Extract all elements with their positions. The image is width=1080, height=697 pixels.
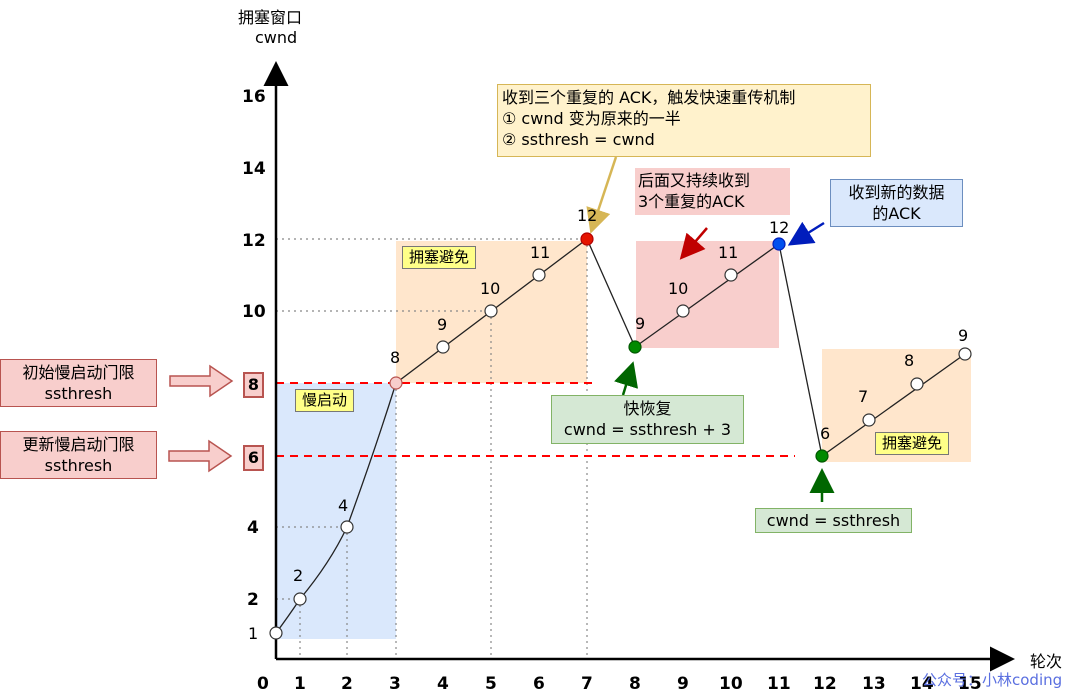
callout-line: ① cwnd 变为原来的一半 (502, 109, 681, 128)
x-tick: 8 (629, 674, 641, 694)
x-tick: 12 (813, 674, 837, 694)
point-label: 2 (293, 566, 304, 585)
y-tick-threshold-6: 6 (243, 445, 264, 471)
x-tick: 5 (485, 674, 497, 694)
callout-line: ② ssthresh = cwnd (502, 130, 655, 149)
initial-ssthresh-label: 初始慢启动门限 ssthresh (0, 359, 157, 407)
y-tick: 12 (242, 231, 266, 251)
congestion-avoidance-tag-1: 拥塞避免 (402, 246, 477, 269)
point-label: 12 (577, 206, 598, 225)
y-tick: 16 (242, 87, 266, 107)
dup-ack-callout: 后面又持续收到 3个重复的ACK (635, 168, 790, 215)
x-tick: 9 (677, 674, 689, 694)
point-label: 10 (480, 279, 501, 298)
y-tick-threshold-8: 8 (243, 372, 264, 398)
y-tick: 4 (247, 518, 259, 538)
x-tick: 4 (437, 674, 449, 694)
point-label: 9 (635, 314, 646, 333)
callout-line: 收到新的数据 (848, 183, 945, 202)
watermark: 公众号：小林coding (922, 671, 1063, 689)
y-tick: 10 (242, 302, 266, 322)
arrow-icon (168, 439, 233, 473)
callout-line: 的ACK (872, 204, 921, 223)
x-tick: 2 (341, 674, 353, 694)
x-tick: 11 (767, 674, 791, 694)
label-line: 更新慢启动门限 (22, 435, 135, 454)
arrow-icon (169, 364, 234, 398)
point-label: 7 (858, 387, 869, 406)
y-axis-title: 拥塞窗口 (238, 8, 303, 27)
x-tick: 14 (910, 674, 934, 694)
x-axis-title: 轮次 (1030, 652, 1063, 671)
point-label: 8 (904, 351, 915, 370)
point-label: 9 (958, 326, 969, 345)
callout-line: 快恢复 (623, 399, 672, 418)
y-tick: 1 (248, 624, 259, 643)
x-tick: 6 (533, 674, 545, 694)
fast-recovery-callout: 快恢复 cwnd = ssthresh + 3 (551, 395, 744, 444)
x-tick: 15 (958, 674, 982, 694)
x-tick: 10 (719, 674, 743, 694)
callout-line: 3个重复的ACK (638, 192, 745, 211)
point-label: 6 (820, 424, 831, 443)
point-label: 11 (718, 243, 739, 262)
y-tick: 2 (247, 590, 259, 610)
y-axis-unit: cwnd (255, 28, 298, 47)
x-tick: 13 (862, 674, 886, 694)
callout-line: cwnd = ssthresh + 3 (563, 420, 732, 439)
point-label: 8 (390, 348, 401, 367)
x-tick: 1 (294, 674, 306, 694)
point-label: 9 (437, 315, 448, 334)
callout-line: 收到三个重复的 ACK，触发快速重传机制 (502, 88, 796, 107)
reset-callout: cwnd = ssthresh (755, 508, 912, 533)
point-label: 10 (668, 279, 689, 298)
x-tick: 0 (257, 674, 269, 694)
fast-retransmit-callout: 收到三个重复的 ACK，触发快速重传机制 ① cwnd 变为原来的一半 ② ss… (497, 84, 871, 157)
x-tick: 7 (581, 674, 593, 694)
point-label: 11 (530, 243, 551, 262)
slow-start-tag: 慢启动 (295, 389, 355, 412)
label-line: ssthresh (44, 456, 113, 475)
label-line: 初始慢启动门限 (22, 363, 135, 382)
congestion-avoidance-tag-2: 拥塞避免 (875, 432, 950, 455)
point-label: 12 (769, 218, 790, 237)
new-ack-callout: 收到新的数据 的ACK (830, 179, 963, 227)
point-label: 4 (338, 496, 349, 515)
callout-line: 后面又持续收到 (638, 171, 751, 190)
updated-ssthresh-label: 更新慢启动门限 ssthresh (0, 431, 157, 479)
x-tick: 3 (389, 674, 401, 694)
y-tick: 14 (242, 159, 266, 179)
label-line: ssthresh (44, 384, 113, 403)
